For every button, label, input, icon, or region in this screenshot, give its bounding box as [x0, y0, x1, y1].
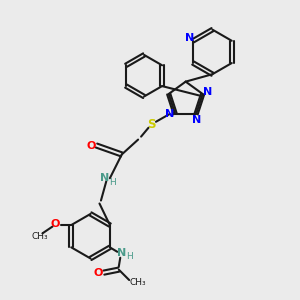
Text: N: N: [100, 173, 109, 183]
Text: S: S: [147, 118, 156, 131]
Text: N: N: [192, 115, 201, 125]
Text: O: O: [51, 219, 60, 229]
Text: H: H: [126, 252, 133, 261]
Text: CH₃: CH₃: [31, 232, 48, 241]
Text: O: O: [94, 268, 103, 278]
Text: N: N: [117, 248, 126, 258]
Text: O: O: [86, 140, 96, 151]
Text: N: N: [203, 88, 213, 98]
Text: CH₃: CH₃: [129, 278, 146, 287]
Text: N: N: [185, 33, 194, 43]
Text: N: N: [165, 109, 174, 119]
Text: H: H: [110, 178, 116, 187]
